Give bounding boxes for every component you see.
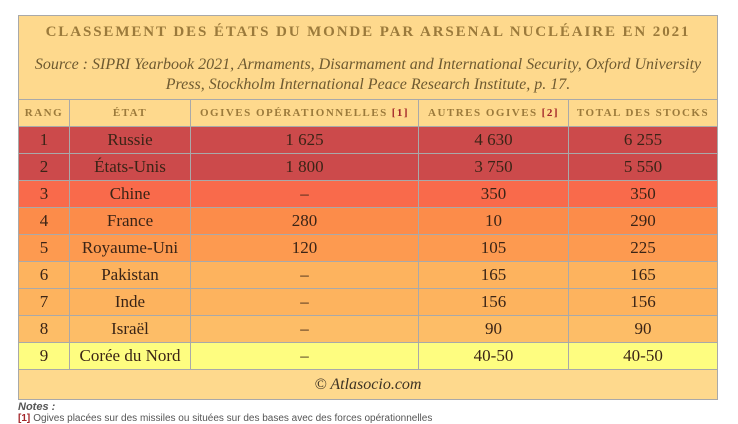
column-header-label: RANG bbox=[24, 107, 64, 119]
cell-total-stockpile: 156 bbox=[630, 292, 656, 311]
cell-state: Chine bbox=[70, 181, 191, 207]
cell-deployed-warheads: 1 800 bbox=[191, 154, 419, 180]
cell-other-warheads: 3 750 bbox=[419, 154, 569, 180]
column-header-state: ÉTAT bbox=[70, 100, 191, 126]
table-row: 4 France 280 10 290 bbox=[19, 208, 717, 235]
table-row: 6 Pakistan – 165 165 bbox=[19, 262, 717, 289]
cell-deployed-warheads: – bbox=[191, 262, 419, 288]
cell-rank: 8 bbox=[19, 316, 70, 342]
cell-other-warheads: 165 bbox=[419, 262, 569, 288]
cell-other-warheads: 90 bbox=[419, 316, 569, 342]
table-row: 3 Chine – 350 350 bbox=[19, 181, 717, 208]
cell-deployed-warheads: – bbox=[191, 343, 419, 369]
cell-total-stockpile: 165 bbox=[630, 265, 656, 284]
cell-rank: 6 bbox=[19, 262, 70, 288]
cell-total-stockpile: 290 bbox=[630, 211, 656, 230]
note-text: Ogives placées sur des missiles ou situé… bbox=[33, 413, 433, 424]
notes-section: Notes : [1] Ogives placées sur des missil… bbox=[18, 402, 432, 424]
table-caption: CLASSEMENT DES ÉTATS DU MONDE PAR ARSENA… bbox=[19, 16, 717, 100]
cell-deployed-warheads: 120 bbox=[191, 235, 419, 261]
note-ref-1-link[interactable]: [1] bbox=[391, 107, 410, 119]
page-title: CLASSEMENT DES ÉTATS DU MONDE PAR ARSENA… bbox=[45, 24, 691, 40]
table-row: 9 Corée du Nord – 40-50 40-50 bbox=[19, 343, 717, 370]
cell-other-warheads: 350 bbox=[419, 181, 569, 207]
column-header-total-stockpile: TOTAL DES STOCKS bbox=[569, 100, 717, 126]
cell-total-stockpile: 6 255 bbox=[623, 130, 663, 149]
note-ref: [1] bbox=[18, 413, 31, 424]
cell-state: Inde bbox=[70, 289, 191, 315]
cell-rank: 4 bbox=[19, 208, 70, 234]
table-row: 1 Russie 1 625 4 630 6 255 bbox=[19, 127, 717, 154]
column-header-deployed-warheads: OGIVES OPÉRATIONNELLES [1] bbox=[191, 100, 419, 126]
table-row: 5 Royaume-Uni 120 105 225 bbox=[19, 235, 717, 262]
cell-deployed-warheads: 280 bbox=[191, 208, 419, 234]
column-header-label: ÉTAT bbox=[112, 107, 148, 119]
nuclear-arsenal-table: CLASSEMENT DES ÉTATS DU MONDE PAR ARSENA… bbox=[18, 15, 718, 400]
note-ref-2-link[interactable]: [2] bbox=[541, 107, 559, 119]
table-header-row: RANG ÉTAT OGIVES OPÉRATIONNELLES [1] AUTR… bbox=[19, 100, 717, 127]
cell-state: Corée du Nord bbox=[70, 343, 191, 369]
note-item: [1] Ogives placées sur des missiles ou si… bbox=[18, 413, 432, 424]
cell-deployed-warheads: – bbox=[191, 181, 419, 207]
cell-rank: 1 bbox=[19, 127, 70, 153]
column-header-label: OGIVES OPÉRATIONNELLES bbox=[199, 107, 388, 119]
column-header-other-warheads: AUTRES OGIVES [2] bbox=[419, 100, 569, 126]
table-row: 2 États-Unis 1 800 3 750 5 550 bbox=[19, 154, 717, 181]
cell-total-stockpile: 225 bbox=[630, 238, 656, 257]
credit-text: © Atlasocio.com bbox=[314, 375, 422, 393]
cell-other-warheads: 4 630 bbox=[419, 127, 569, 153]
cell-state: France bbox=[70, 208, 191, 234]
cell-rank: 2 bbox=[19, 154, 70, 180]
cell-rank: 7 bbox=[19, 289, 70, 315]
cell-other-warheads: 156 bbox=[419, 289, 569, 315]
cell-state: Israël bbox=[70, 316, 191, 342]
table-row: 8 Israël – 90 90 bbox=[19, 316, 717, 343]
source-citation: Source : SIPRI Yearbook 2021, Armaments,… bbox=[34, 56, 702, 93]
column-header-label: TOTAL DES STOCKS bbox=[576, 107, 710, 119]
cell-other-warheads: 10 bbox=[419, 208, 569, 234]
column-header-label: AUTRES OGIVES bbox=[428, 107, 538, 119]
cell-state: Royaume-Uni bbox=[70, 235, 191, 261]
cell-state: Russie bbox=[70, 127, 191, 153]
table-row: 7 Inde – 156 156 bbox=[19, 289, 717, 316]
cell-deployed-warheads: – bbox=[191, 289, 419, 315]
cell-other-warheads: 105 bbox=[419, 235, 569, 261]
cell-total-stockpile: 90 bbox=[634, 319, 652, 338]
notes-heading: Notes : bbox=[18, 401, 56, 413]
cell-other-warheads: 40-50 bbox=[419, 343, 569, 369]
cell-rank: 3 bbox=[19, 181, 70, 207]
cell-state: Pakistan bbox=[70, 262, 191, 288]
cell-rank: 5 bbox=[19, 235, 70, 261]
cell-total-stockpile: 350 bbox=[630, 184, 656, 203]
cell-deployed-warheads: 1 625 bbox=[191, 127, 419, 153]
cell-total-stockpile: 5 550 bbox=[623, 157, 663, 176]
cell-rank: 9 bbox=[19, 343, 70, 369]
table-footer: © Atlasocio.com bbox=[19, 370, 717, 399]
cell-state: États-Unis bbox=[70, 154, 191, 180]
cell-total-stockpile: 40-50 bbox=[623, 346, 663, 365]
cell-deployed-warheads: – bbox=[191, 316, 419, 342]
column-header-rank: RANG bbox=[19, 100, 70, 126]
